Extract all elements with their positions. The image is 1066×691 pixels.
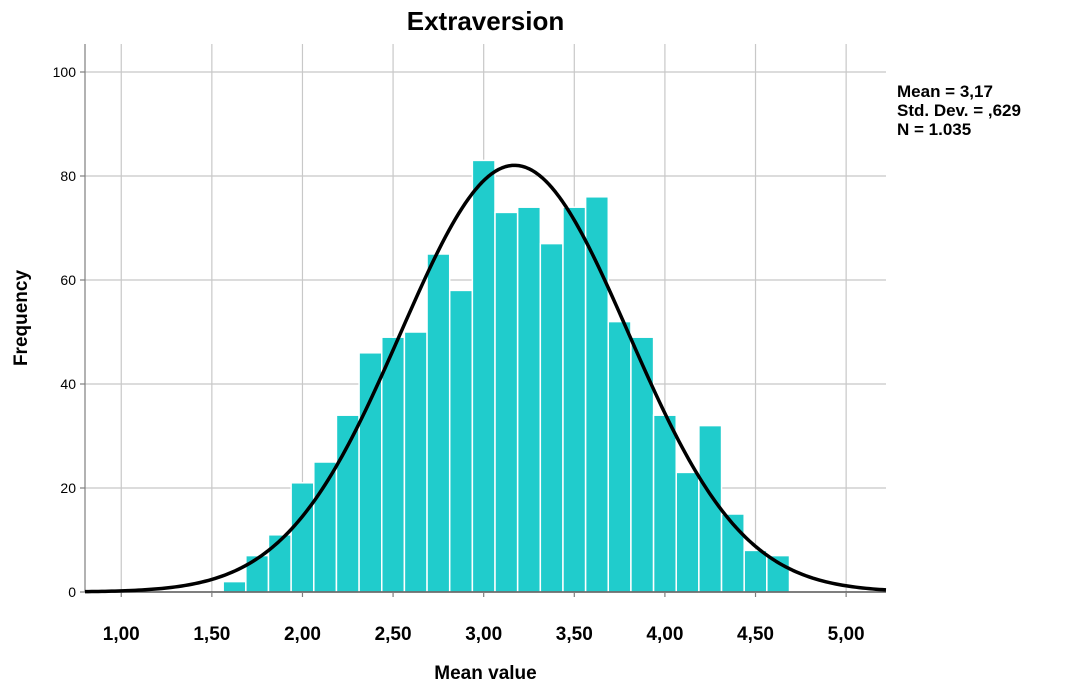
stats-n: N = 1.035 [897,120,972,139]
stats-box: Mean = 3,17 Std. Dev. = ,629 N = 1.035 [897,82,1021,139]
y-tick-label: 100 [53,64,77,80]
x-tick-label: 1,00 [103,624,140,645]
y-axis-label: Frequency [11,269,32,367]
stats-mean: Mean = 3,17 [897,82,993,101]
histogram-bar [698,424,723,593]
x-tick-label: 3,50 [556,624,593,645]
x-tick-label: 5,00 [828,624,865,645]
y-tick-label: 0 [68,584,76,600]
x-tick-label: 3,00 [465,624,502,645]
stats-std-dev: Std. Dev. = ,629 [897,101,1021,120]
y-tick-label: 40 [60,376,76,392]
histogram-bar [222,580,247,593]
histogram-bar [562,206,587,593]
histogram-bar [607,320,632,593]
histogram-bar [584,196,610,593]
histogram-bar [335,414,360,593]
y-tick-label: 60 [60,272,76,288]
histogram-bar [516,206,542,593]
histogram-bar [743,549,768,593]
y-tick-label: 20 [60,480,76,496]
histogram-bar [494,211,519,593]
histogram-bar [630,336,655,593]
x-axis-label: Mean value [434,663,537,684]
histogram-bar [381,336,406,593]
histogram-bar [675,471,700,593]
chart-title: Extraversion [406,6,565,36]
normal-curve [84,163,887,594]
histogram-bar [290,482,315,593]
histogram-bar [267,534,292,593]
histogram-bar [245,554,270,593]
histogram-bar [652,414,677,593]
x-tick-label: 4,00 [646,624,683,645]
x-tick-label: 2,00 [284,624,321,645]
histogram-bar [426,253,451,593]
histogram-bar [358,352,383,593]
x-tick-label: 2,50 [375,624,412,645]
histogram-bar [403,331,428,593]
y-tick-label: 80 [60,168,76,184]
histogram-bar [448,289,474,593]
histogram-bar [471,159,496,593]
histogram-bar [539,242,564,593]
x-tick-label: 1,50 [193,624,230,645]
x-tick-label: 4,50 [737,624,774,645]
